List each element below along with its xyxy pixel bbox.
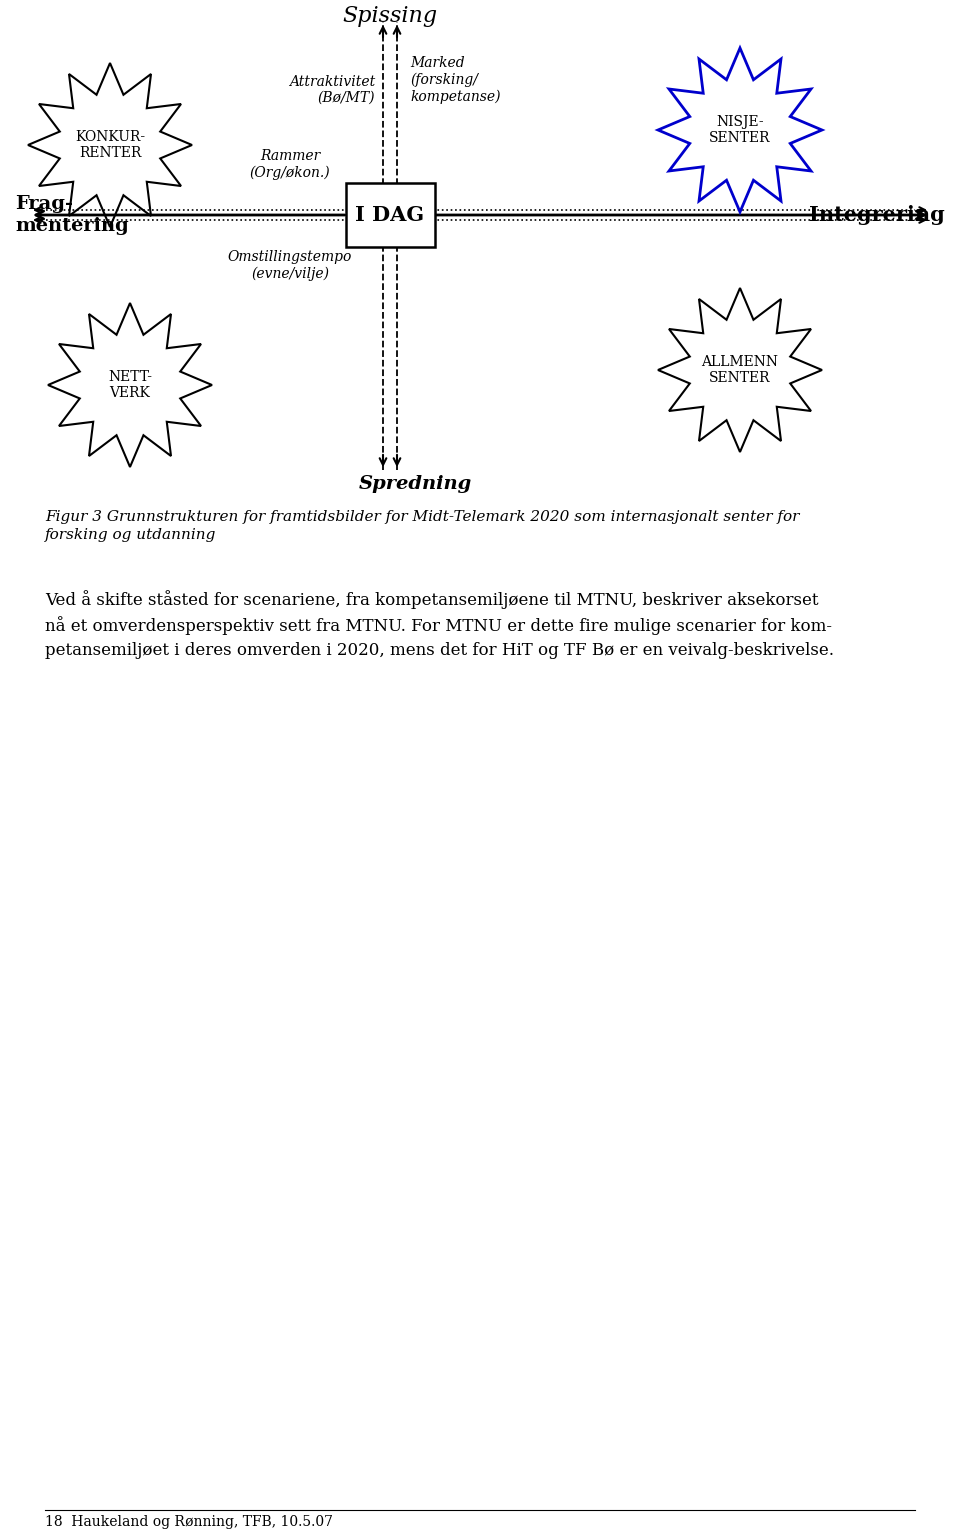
Text: KONKUR-
RENTER: KONKUR- RENTER — [75, 131, 145, 160]
Text: Rammer
(Org/økon.): Rammer (Org/økon.) — [250, 149, 330, 180]
Text: 18  Haukeland og Rønning, TFB, 10.5.07: 18 Haukeland og Rønning, TFB, 10.5.07 — [45, 1515, 333, 1529]
Text: I DAG: I DAG — [355, 204, 424, 224]
Text: Spissing: Spissing — [343, 5, 438, 28]
Text: Ved å skifte ståsted for scenariene, fra kompetansemiljøene til MTNU, beskriver : Ved å skifte ståsted for scenariene, fra… — [45, 590, 834, 659]
Text: Integrering: Integrering — [809, 204, 945, 224]
Text: Attraktivitet
(Bø/MT): Attraktivitet (Bø/MT) — [289, 75, 375, 105]
Text: ALLMENN
SENTER: ALLMENN SENTER — [702, 355, 779, 386]
Text: Frag-
mentering: Frag- mentering — [15, 195, 129, 235]
Text: NETT-
VERK: NETT- VERK — [108, 370, 152, 400]
Text: Marked
(forsking/
kompetanse): Marked (forsking/ kompetanse) — [410, 57, 500, 103]
Text: Omstillingstempo
(evne/vilje): Omstillingstempo (evne/vilje) — [228, 251, 352, 281]
Text: Figur 3 Grunnstrukturen for framtidsbilder for Midt-Telemark 2020 som internasjo: Figur 3 Grunnstrukturen for framtidsbild… — [45, 510, 800, 543]
FancyBboxPatch shape — [346, 183, 435, 247]
Text: Spredning: Spredning — [358, 475, 471, 493]
Text: NISJE-
SENTER: NISJE- SENTER — [709, 115, 771, 144]
